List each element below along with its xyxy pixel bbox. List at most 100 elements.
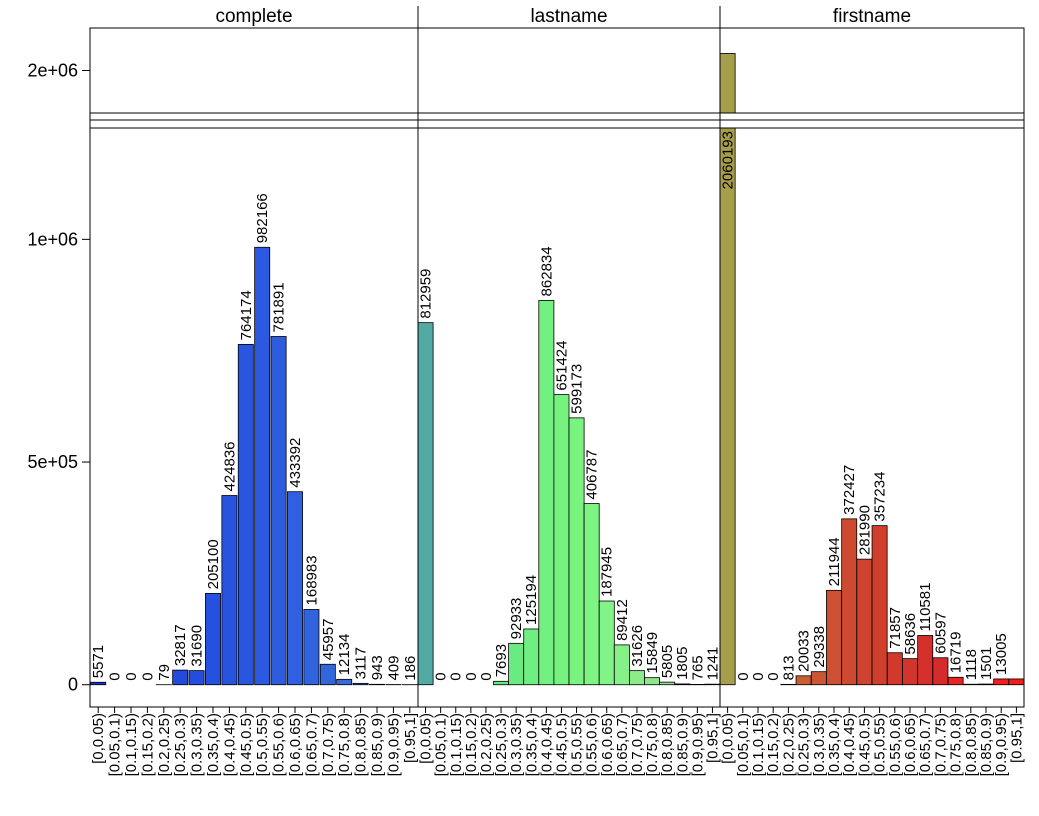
value-label: 1241 [704, 647, 721, 680]
bar [719, 53, 736, 114]
x-tick-label: [0.4,0.45) [841, 713, 858, 776]
value-label: 205100 [205, 539, 222, 589]
value-label: 45957 [320, 619, 337, 661]
x-tick-label: [0.35,0.4) [523, 713, 540, 776]
value-label: 125194 [523, 575, 540, 625]
bar [719, 127, 736, 686]
x-tick-label: [0.25,0.3) [796, 713, 813, 776]
bar [886, 652, 903, 686]
upper-frame [89, 27, 1025, 114]
value-label: 372427 [841, 465, 858, 515]
bar [352, 682, 369, 686]
value-label: 812959 [418, 269, 435, 319]
x-tick-label: [0.45,0.5) [856, 713, 873, 776]
value-label: 16719 [948, 632, 965, 674]
value-label: 71857 [887, 607, 904, 649]
x-tick-label: [0.1,0.15) [750, 713, 767, 776]
x-tick-label: [0.55,0.6) [584, 713, 601, 776]
x-tick-label: [0.65,0.7) [303, 713, 320, 776]
x-tick-label: [0.5,0.55) [569, 713, 586, 776]
value-label: 0 [735, 672, 752, 680]
x-tick-label: [0.7,0.75) [629, 713, 646, 776]
y-tick-label: 5e+05 [27, 452, 78, 472]
value-label: 60597 [932, 612, 949, 654]
x-tick-label: [0.5,0.55) [254, 713, 271, 776]
value-label: 110581 [917, 583, 934, 632]
value-label: 0 [139, 672, 156, 680]
bar [659, 681, 676, 686]
value-label: 0 [765, 672, 782, 680]
bar [856, 558, 873, 686]
value-label: 1805 [674, 647, 691, 680]
value-label: 281990 [856, 505, 873, 555]
x-tick-label: [0.85,0.9) [674, 713, 691, 776]
x-tick-label: [0.4,0.45) [538, 713, 555, 776]
x-tick-label: [0.7,0.75) [932, 713, 949, 776]
y-tick-label: 2e+06 [27, 61, 78, 81]
x-tick-label: [0.35,0.4) [826, 713, 843, 776]
value-label: 2060193 [720, 131, 737, 189]
value-label: 409 [385, 656, 402, 681]
x-tick-label: [0.6,0.65) [902, 713, 919, 776]
bar [871, 525, 888, 686]
value-label: 651424 [553, 341, 570, 391]
value-label: 781891 [271, 282, 288, 332]
bar [538, 300, 555, 686]
bar [237, 343, 254, 686]
bars [90, 53, 1025, 686]
value-label: 862834 [538, 246, 555, 296]
value-label: 1118 [963, 649, 980, 680]
x-tick-label: [0.85,0.9) [978, 713, 995, 776]
bar [826, 589, 842, 686]
value-label: 0 [463, 672, 480, 680]
value-label: 943 [369, 655, 386, 680]
x-tick-label: [0.1,0.15) [448, 713, 465, 776]
x-tick-label: [0.2,0.25) [156, 713, 173, 776]
value-label: 406787 [584, 449, 601, 499]
bar [629, 670, 645, 686]
x-tick-label: [0.15,0.2) [139, 713, 156, 776]
x-tick-label: [0.3,0.35) [189, 713, 206, 776]
x-tick-label: [0,0.05) [720, 713, 737, 764]
bar [287, 491, 303, 686]
bar [947, 676, 964, 686]
x-tick-label: [0.7,0.75) [320, 713, 337, 776]
bar [993, 678, 1010, 686]
x-tick-label: [0.45,0.5) [553, 713, 570, 776]
x-tick-label: [0.05,0.1) [433, 713, 450, 776]
x-tick-label: [0.65,0.7) [917, 713, 934, 776]
value-label: 32817 [172, 624, 189, 666]
value-label: 1501 [978, 647, 995, 680]
x-tick-label: [0.9,0.95) [993, 713, 1010, 776]
x-tick-label: [0.55,0.6) [887, 713, 904, 776]
bar [205, 592, 221, 686]
x-tick-label: [0.8,0.85) [963, 713, 980, 776]
value-label: 12134 [336, 634, 353, 676]
x-tick-label: [0.15,0.2) [463, 713, 480, 776]
value-label: 58636 [902, 613, 919, 655]
x-tick-label: [0.6,0.65) [287, 713, 304, 776]
value-label: 20033 [796, 630, 813, 672]
x-tick-label: [0.45,0.5) [238, 713, 255, 776]
bar [90, 681, 107, 686]
value-label: 13005 [993, 633, 1010, 675]
panel-titles: complete lastname firstname [215, 6, 911, 27]
x-tick-label: [0.8,0.85) [353, 713, 370, 776]
x-tick-label: [0.55,0.6) [271, 713, 288, 776]
x-tick-label: [0.5,0.55) [872, 713, 889, 776]
panel-frames [89, 6, 1025, 708]
value-label: 0 [433, 672, 450, 680]
axes: 0 5e+05 1e+06 2e+06 [27, 61, 90, 695]
bar [917, 635, 934, 686]
x-tick-label: [0.9,0.95) [689, 713, 706, 776]
value-label: 31690 [189, 625, 206, 667]
bar [336, 678, 353, 686]
bar [704, 683, 721, 686]
value-label: 29338 [811, 626, 828, 668]
panel-title: firstname [833, 6, 911, 27]
bar [583, 503, 600, 686]
bar [270, 336, 287, 686]
bar [674, 683, 691, 686]
